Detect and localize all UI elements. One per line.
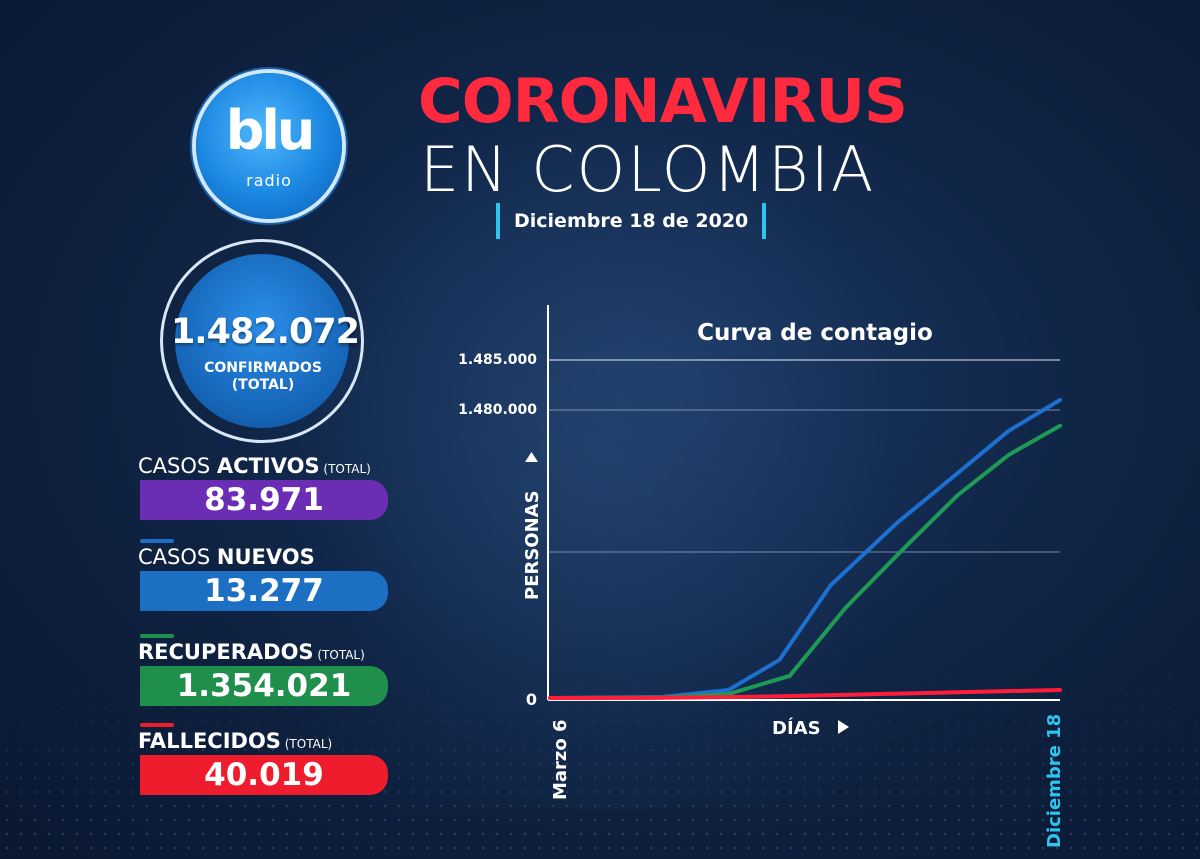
y-axis-arrow xyxy=(525,452,538,462)
confirmed-line xyxy=(548,398,1062,700)
y-axis-label: PERSONAS xyxy=(522,490,543,600)
stat-title-suffix: (TOTAL) xyxy=(319,462,371,476)
stat-value-box: 13.277 xyxy=(140,571,388,611)
chart-title: Curva de contagio xyxy=(697,320,933,346)
x-end-label: Diciembre 18 xyxy=(1044,714,1065,848)
stat-title-bold: FALLECIDOS xyxy=(138,729,281,753)
confirmed-circle-fill xyxy=(175,254,349,428)
confirmed-circle: 1.482.072 CONFIRMADOS (TOTAL) xyxy=(160,239,364,443)
stat-title-pre: CASOS xyxy=(138,545,217,569)
x-start-label: Marzo 6 xyxy=(550,719,571,800)
x-axis-label: DÍAS xyxy=(772,717,821,739)
title-en-colombia: EN COLOMBIA xyxy=(420,133,876,206)
recovered-line xyxy=(548,423,1062,700)
title-coronavirus: CORONAVIRUS xyxy=(418,66,908,137)
y-tick-label: 1.485.000 xyxy=(458,352,537,368)
logo-word: blu xyxy=(225,99,316,162)
stat-recuperados: RECUPERADOS (TOTAL) 1.354.021 xyxy=(138,634,390,706)
y-tick-label: 1.480.000 xyxy=(458,402,537,418)
stat-value-box: 83.971 xyxy=(140,480,388,520)
deaths-line xyxy=(548,688,1062,700)
logo-subtitle: radio xyxy=(246,171,292,190)
confirmed-label-line2: (TOTAL) xyxy=(231,377,295,393)
stat-title-bold: ACTIVOS xyxy=(216,454,320,478)
blu-radio-logo: blu radio xyxy=(196,73,342,219)
stat-title-suffix: (TOTAL) xyxy=(280,737,333,751)
stat-title: CASOS ACTIVOS (TOTAL) xyxy=(138,452,390,480)
stat-title-bold: RECUPERADOS xyxy=(138,640,314,664)
confirmed-value: 1.482.072 xyxy=(170,312,360,352)
chart-series xyxy=(548,398,1062,700)
chart-grid xyxy=(548,359,1060,553)
stat-fallecidos: FALLECIDOS (TOTAL) 40.019 xyxy=(138,723,390,795)
stat-value-box: 40.019 xyxy=(140,755,388,795)
stat-title-pre: CASOS xyxy=(138,454,217,478)
stat-accent-line xyxy=(140,539,174,543)
stat-title: FALLECIDOS (TOTAL) xyxy=(138,727,390,755)
stat-casos-activos: CASOS ACTIVOS (TOTAL) 83.971 xyxy=(138,452,390,520)
stat-accent-line xyxy=(140,634,174,638)
x-axis-arrow xyxy=(838,720,849,734)
stat-accent-line xyxy=(140,723,174,727)
confirmed-label-line1: CONFIRMADOS xyxy=(204,360,322,376)
confirmed-label: CONFIRMADOS (TOTAL) xyxy=(163,360,363,394)
stat-title: RECUPERADOS (TOTAL) xyxy=(138,638,390,666)
date-label: Diciembre 18 de 2020 xyxy=(496,203,767,239)
stat-title: CASOS NUEVOS xyxy=(138,543,390,571)
stat-casos-nuevos: CASOS NUEVOS 13.277 xyxy=(138,539,390,611)
stat-title-bold: NUEVOS xyxy=(216,545,315,569)
chart-y-ticks: 0 1.480.000 1.485.000 xyxy=(458,352,537,709)
stat-title-suffix: (TOTAL) xyxy=(313,648,365,662)
y-tick-label: 0 xyxy=(526,690,537,709)
stat-value-box: 1.354.021 xyxy=(140,666,388,706)
